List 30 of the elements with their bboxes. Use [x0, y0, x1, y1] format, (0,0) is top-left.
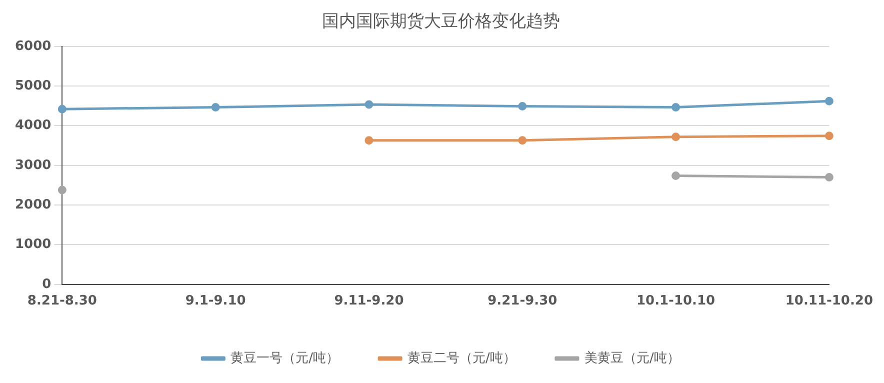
- point: [672, 132, 680, 142]
- point: [518, 102, 527, 111]
- x-tick-label: 9.1-9.10: [185, 294, 246, 309]
- x-tick-label: 9.11-9.20: [334, 294, 404, 309]
- y-tick-label: 0: [42, 276, 52, 292]
- y-tick-label: 2000: [14, 197, 52, 212]
- x-tick-label: 10.11-10.20: [785, 294, 873, 309]
- point: [364, 136, 374, 145]
- x-tick-label: 8.21-8.30: [27, 294, 97, 309]
- legend-label: 黄豆一号（元/吨）: [230, 350, 340, 366]
- point: [518, 136, 527, 145]
- point: [364, 100, 374, 109]
- legend-label: 美黄豆（元/吨）: [584, 350, 680, 366]
- point: [211, 103, 220, 112]
- point: [672, 103, 680, 112]
- y-tick-label: 5000: [14, 78, 52, 94]
- point: [58, 186, 66, 194]
- x-tick-label: 9.21-9.30: [488, 294, 558, 309]
- x-tick-label: 10.1-10.10: [636, 294, 716, 309]
- point: [58, 104, 66, 114]
- point: [824, 173, 834, 182]
- point: [824, 96, 834, 106]
- chart-title: 国内国际期货大豆价格变化趋势: [322, 12, 560, 32]
- y-tick-label: 3000: [14, 158, 52, 173]
- legend-label: 黄豆二号（元/吨）: [408, 350, 516, 366]
- point: [672, 171, 680, 180]
- point: [824, 132, 834, 140]
- y-tick-label: 4000: [14, 118, 52, 134]
- y-tick-label: 6000: [14, 38, 52, 54]
- y-tick-label: 1000: [14, 237, 52, 252]
